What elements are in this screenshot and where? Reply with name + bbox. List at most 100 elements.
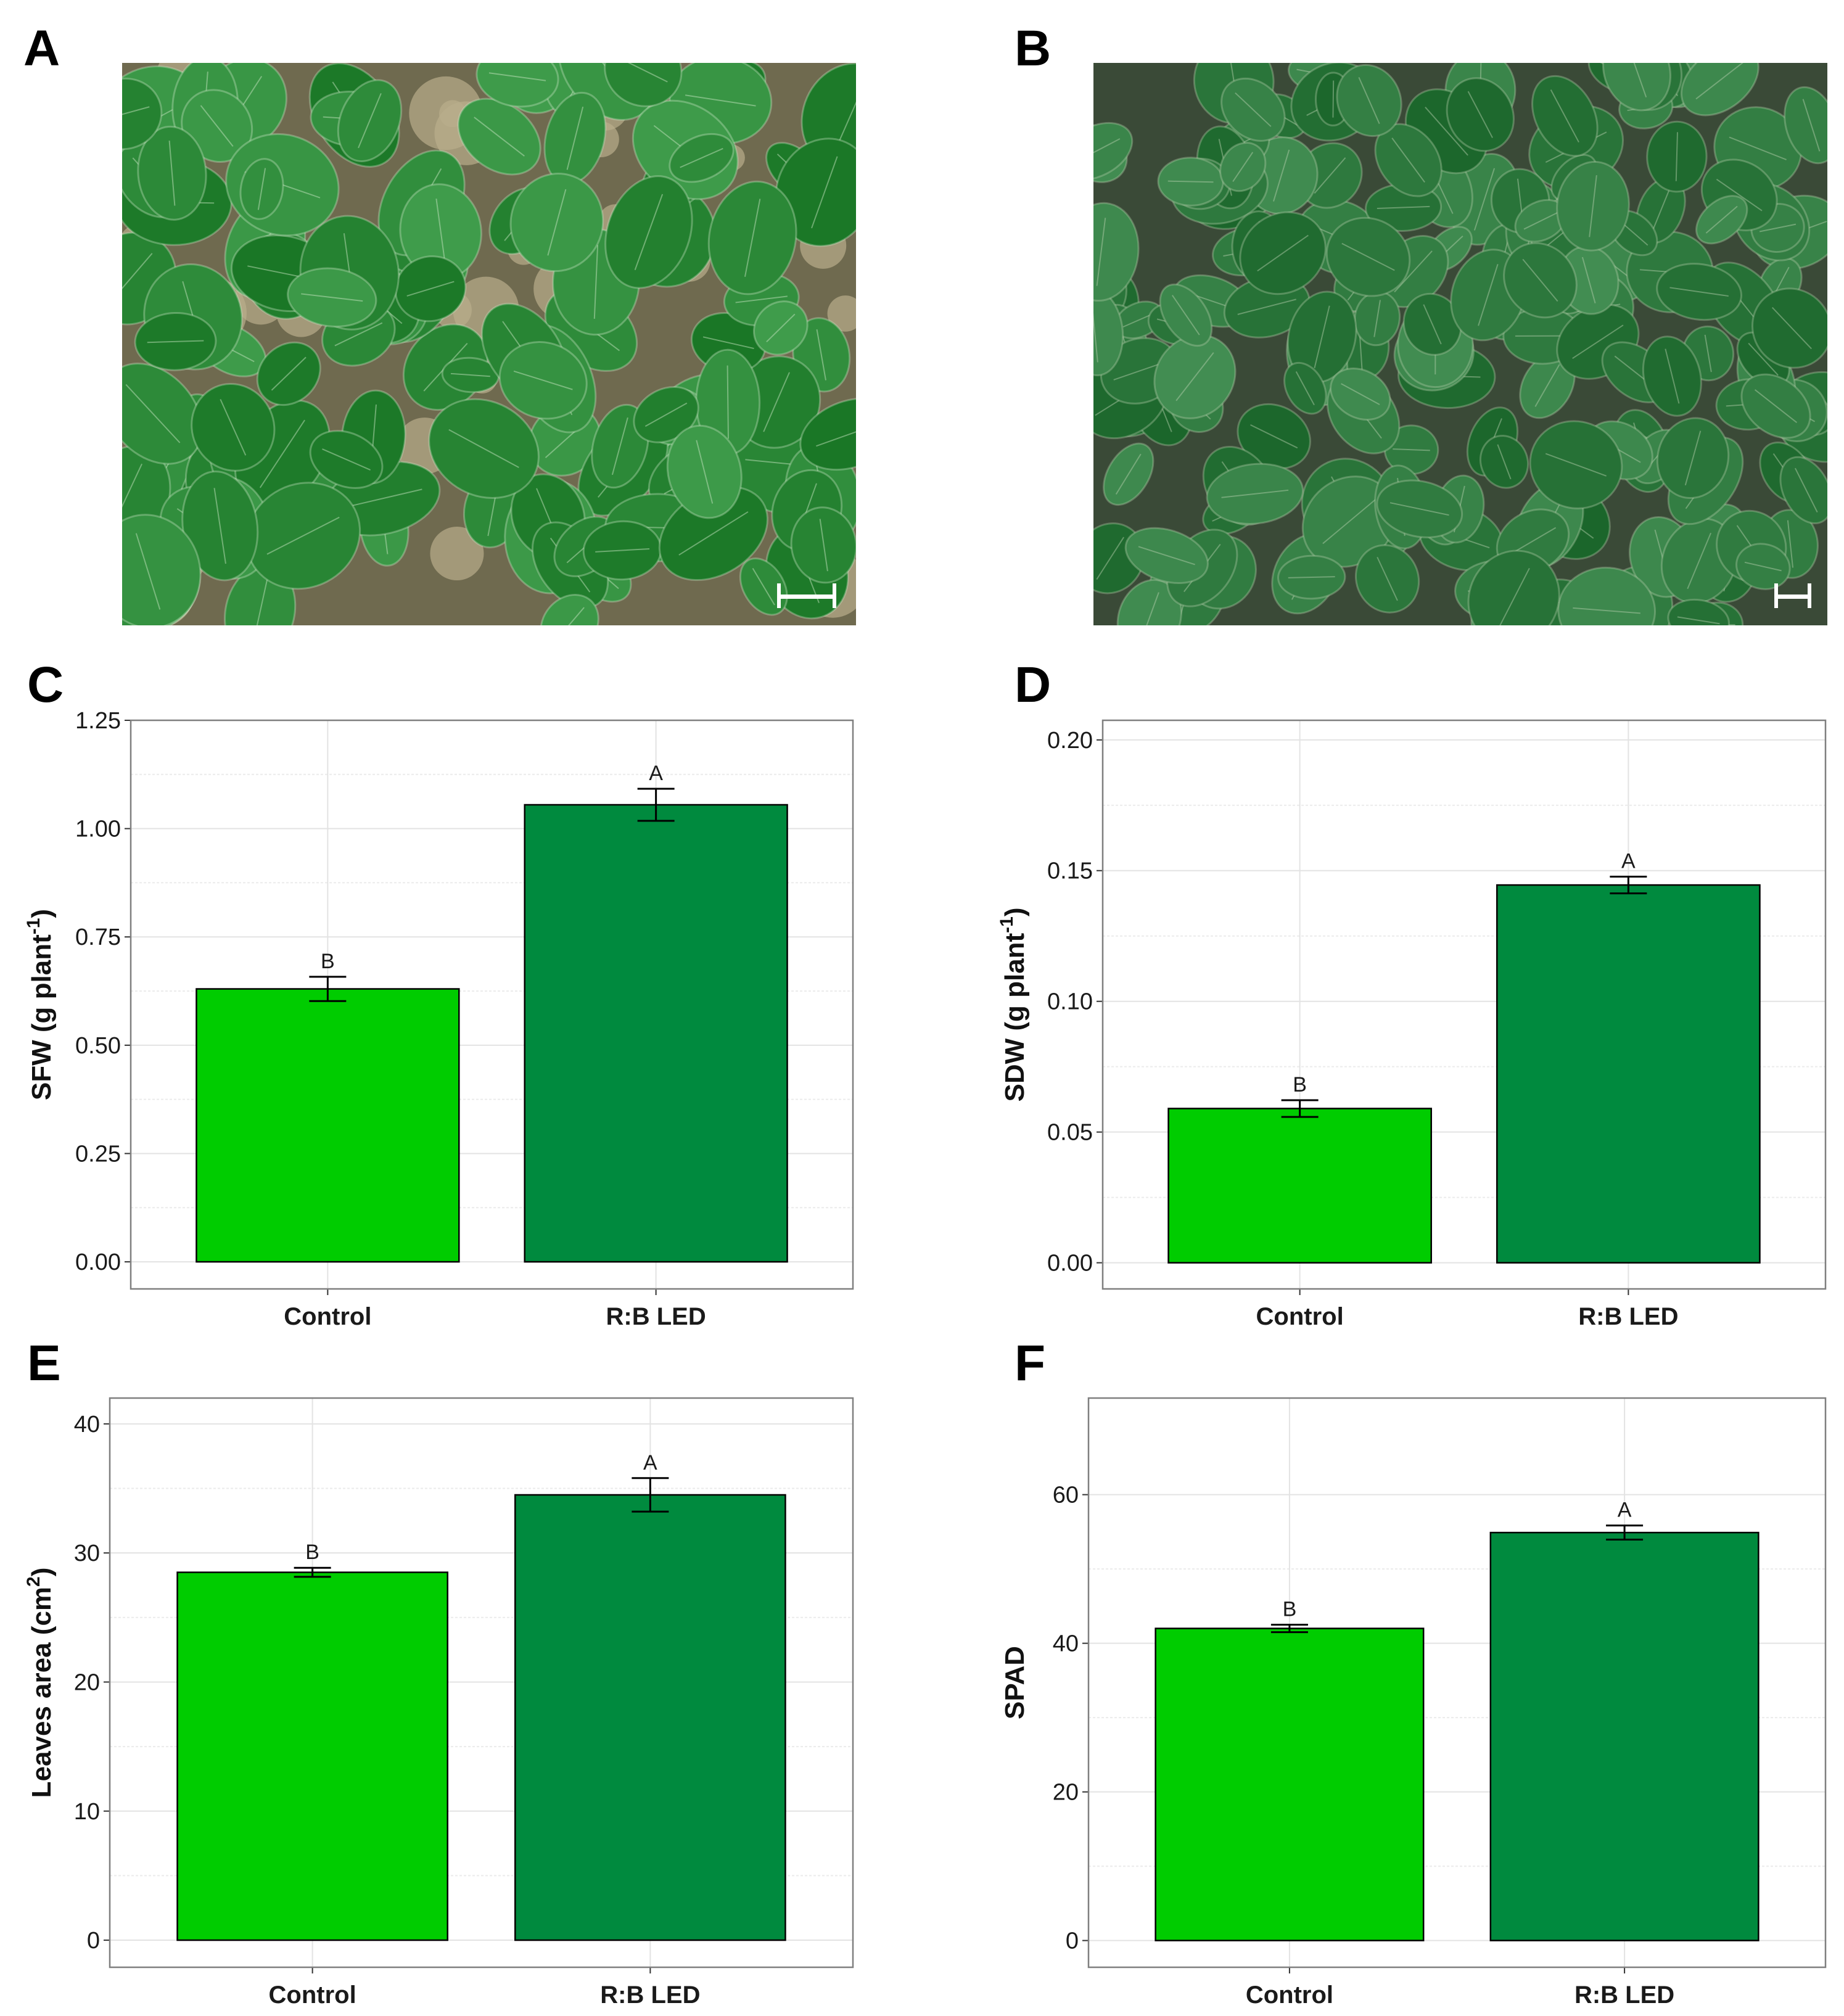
bar-control: [1167, 1108, 1432, 1264]
leaf-shape: [1330, 368, 1391, 421]
leaf-vein: [1250, 424, 1298, 449]
leaf-vein: [474, 117, 525, 157]
leaf-shape: [191, 383, 276, 472]
leaf-vein: [322, 448, 371, 471]
leaf-vein: [1393, 448, 1430, 451]
leaf-shape: [799, 397, 856, 471]
bar-rb-led: [1489, 1531, 1760, 1941]
leaf-vein: [1497, 444, 1512, 480]
leaf-vein: [435, 198, 446, 265]
plot-frame: [109, 1397, 854, 1969]
leaf-vein: [1394, 250, 1433, 293]
leaf-vein: [1626, 63, 1647, 98]
leaf-vein: [1754, 389, 1798, 424]
leaf-vein: [1704, 334, 1712, 372]
leaf-vein: [744, 199, 761, 278]
leaf-vein: [1716, 178, 1763, 212]
leaf-vein: [450, 372, 490, 377]
leaf-shape: [122, 77, 163, 150]
y-axis-label: SDW (g plant-1): [997, 907, 1030, 1101]
x-category-label: Control: [1256, 1303, 1344, 1330]
soil-patch: [827, 295, 856, 332]
leaf-shape: [1153, 334, 1237, 419]
scale-bar-a: [777, 595, 836, 599]
y-tick-label: 0.00: [75, 1249, 121, 1275]
leaf-shape: [1735, 543, 1791, 590]
leaf-shape: [666, 424, 743, 519]
significance-letter: B: [305, 1541, 319, 1564]
leaf-shape: [1219, 142, 1267, 192]
leaf-vein: [1550, 89, 1579, 143]
leaf-vein: [358, 93, 382, 149]
leaf-vein: [1677, 616, 1720, 625]
leaf-shape: [1556, 160, 1630, 252]
leaf-shape: [1642, 335, 1702, 417]
y-tick-label: 0.05: [1047, 1120, 1093, 1146]
leaf-vein: [1425, 107, 1468, 156]
leaf-vein: [1572, 324, 1624, 360]
soil-patch: [430, 527, 484, 581]
significance-letter: B: [321, 950, 335, 973]
leaf-shape: [1467, 549, 1560, 625]
y-axis-label: SFW (g plant-1): [23, 909, 57, 1100]
leaf-vein: [122, 253, 153, 305]
chart-spad: 0 20 40 60 B Control A R:B LED SPAD: [1000, 1397, 1827, 2009]
significance-letter: A: [1618, 1499, 1632, 1522]
leaf-shape: [604, 175, 693, 289]
x-category-label: Control: [269, 1981, 356, 2009]
leaf-shape: [498, 341, 588, 420]
leaf-vein: [334, 322, 383, 347]
leaf-shape: [1325, 216, 1411, 297]
leaf-vein: [1523, 212, 1558, 230]
bar-rb-led: [524, 804, 788, 1263]
scale-bar-a-left-tick: [777, 583, 781, 608]
y-tick-label: 0.00: [1047, 1251, 1093, 1277]
plot-frame: [1087, 1397, 1827, 1969]
leaf-shape: [1503, 242, 1578, 319]
panel-letter-b: B: [1015, 20, 1052, 76]
leaf-shape: [1667, 598, 1730, 625]
leaf-vein: [763, 372, 790, 432]
chart-sfw: 0.00 0.25 0.50 0.75 1.00 1.25 B Control A R:B LED…: [23, 708, 854, 1330]
y-tick-label: 0.10: [1047, 989, 1093, 1015]
leaf-vein: [1257, 234, 1309, 272]
photo-control-seedlings: [122, 63, 856, 625]
leaf-vein: [1794, 467, 1818, 513]
leaf-vein: [611, 417, 628, 475]
x-category-label: R:B LED: [1574, 1981, 1674, 2009]
x-category-label: R:B LED: [600, 1981, 700, 2009]
leaf-vein: [1534, 364, 1560, 407]
leaf-shape: [1277, 554, 1346, 600]
photo-b-canvas: [1093, 63, 1827, 625]
leaf-vein: [547, 189, 567, 256]
leaf-vein: [406, 281, 455, 297]
leaf-shape: [1116, 578, 1182, 625]
leaf-vein: [1237, 298, 1296, 315]
leaf-shape: [1093, 522, 1145, 595]
leaf-vein: [252, 579, 268, 625]
leaf-shape: [122, 514, 202, 625]
leaf-shape: [287, 267, 377, 328]
leaf-shape: [309, 430, 384, 489]
leaf-vein: [1478, 264, 1499, 326]
y-tick-label: 10: [74, 1799, 100, 1825]
y-tick-label: 1.25: [75, 708, 121, 734]
leaf-vein: [696, 440, 714, 504]
leaf-vein: [685, 94, 756, 107]
leaf-vein: [266, 516, 340, 555]
leaf-shape: [134, 311, 217, 371]
leaf-vein: [1172, 295, 1200, 335]
scale-bar-a-right-tick: [833, 583, 836, 608]
leaf-shape: [1751, 287, 1827, 369]
leaf-vein: [1705, 205, 1738, 234]
leaf-vein: [1093, 138, 1121, 165]
leaf-vein: [1115, 453, 1142, 495]
leaf-vein: [1113, 361, 1166, 381]
leaf-vein: [125, 384, 181, 443]
significance-letter: A: [649, 762, 663, 785]
leaf-shape: [1779, 456, 1827, 525]
leaf-vein: [554, 607, 585, 625]
leaf-vein: [1497, 568, 1530, 625]
leaf-vein: [1288, 576, 1335, 578]
leaf-vein: [1802, 99, 1821, 152]
